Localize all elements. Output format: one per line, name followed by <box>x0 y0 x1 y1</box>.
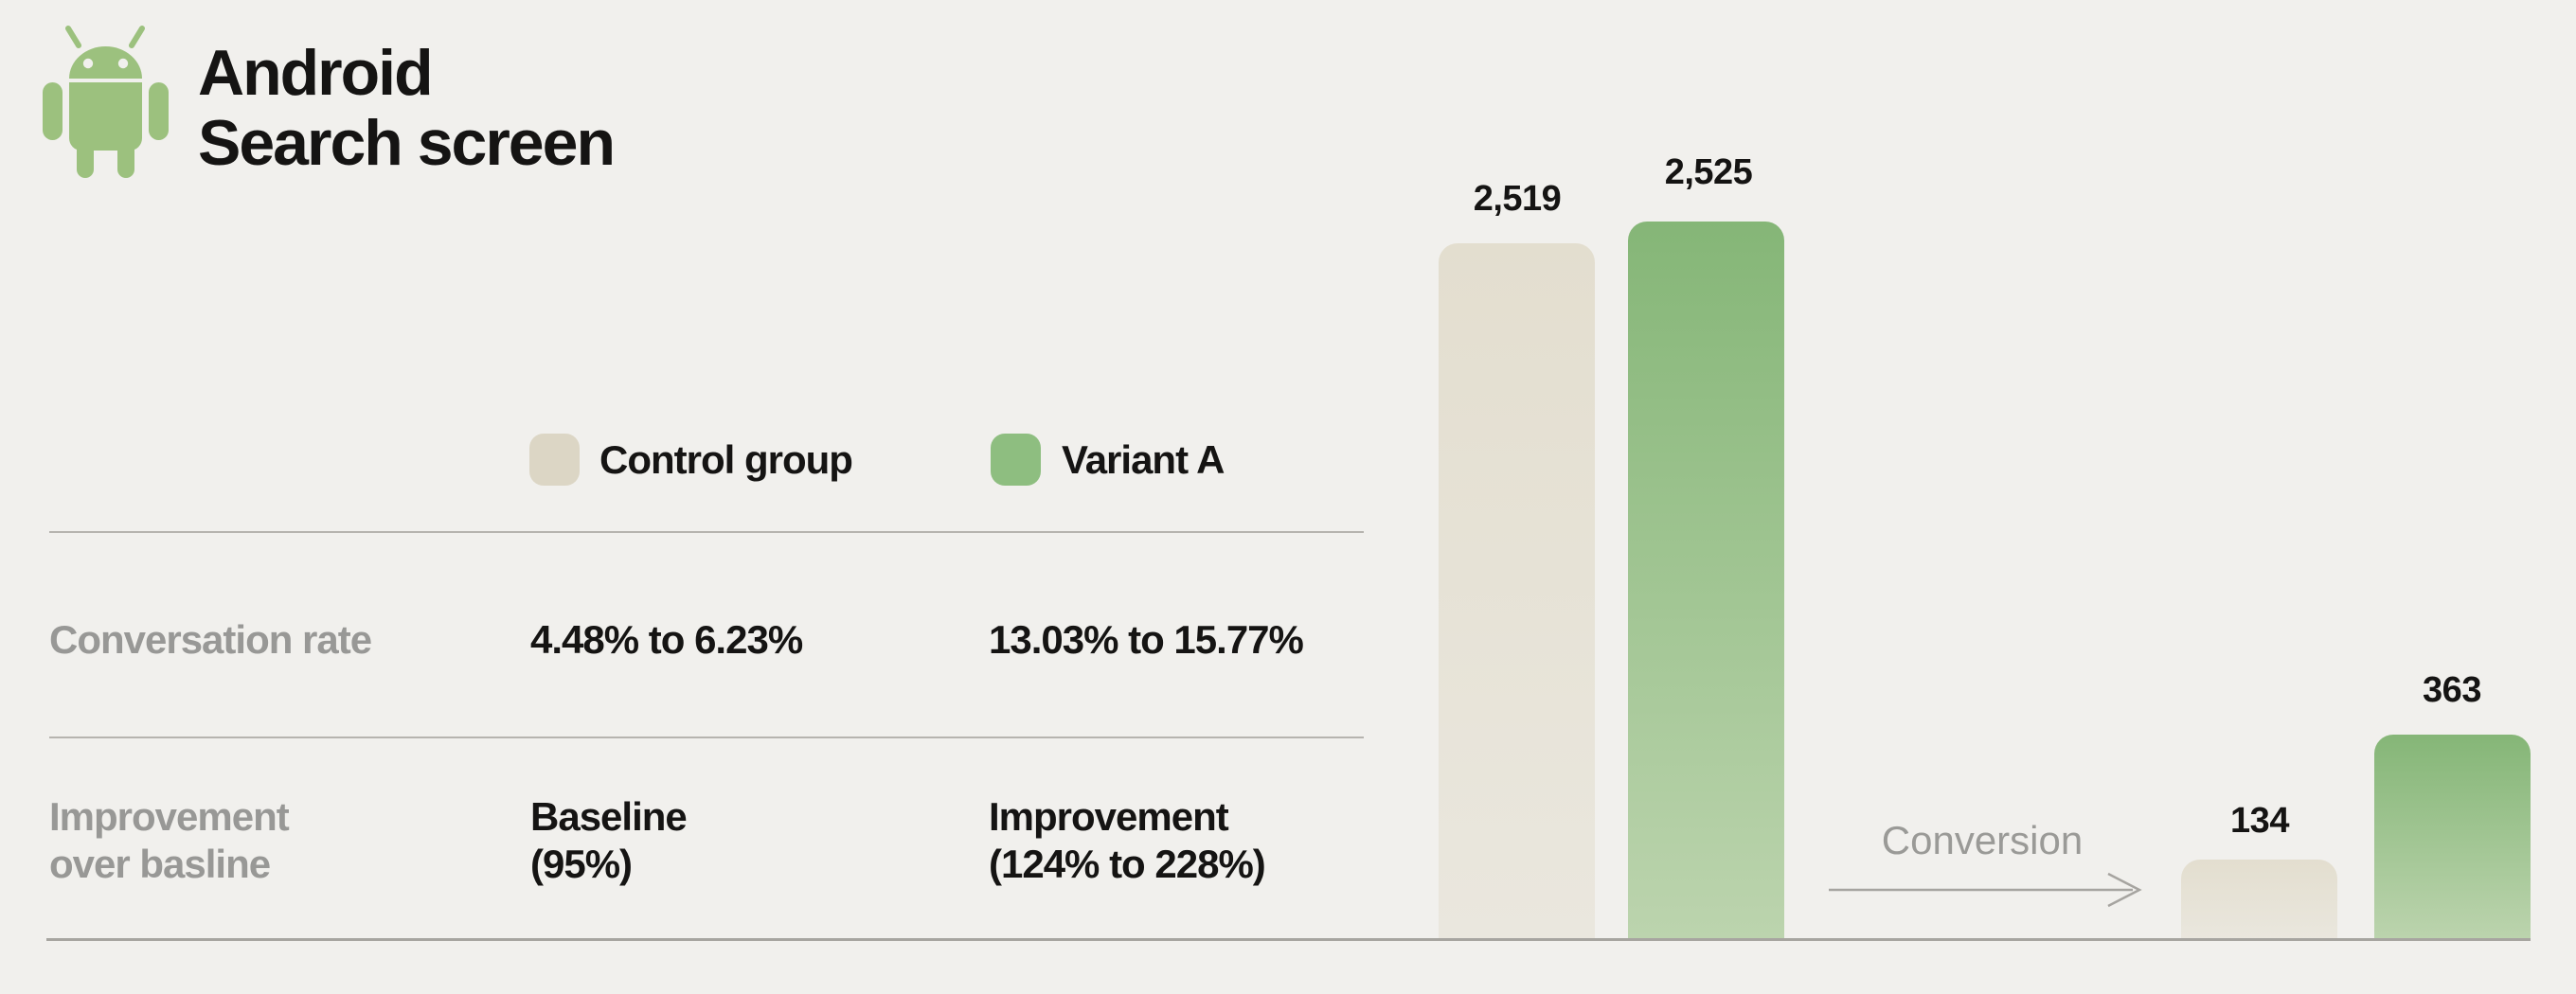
bar-control-total <box>1439 243 1595 941</box>
legend-label-variant: Variant A <box>1062 437 1225 482</box>
control-value: 4.48% to 6.23% <box>530 617 803 662</box>
bar-value-control-conversion: 134 <box>2230 801 2289 841</box>
bar-value-control-total: 2,519 <box>1473 179 1562 219</box>
row-label: Improvement over basline <box>49 794 290 886</box>
variant-value: Improvement (124% to 228%) <box>989 794 1266 886</box>
table-divider-middle <box>49 737 1364 738</box>
page-title-line1: Android <box>198 37 434 109</box>
legend-swatch-variant <box>991 434 1041 486</box>
bar-value-variant-total: 2,525 <box>1664 152 1753 192</box>
bar-control-conversion <box>2181 860 2337 941</box>
bar-value-variant-conversion: 363 <box>2423 670 2481 710</box>
legend-swatch-control <box>529 434 580 486</box>
page-title: Android Search screen <box>198 37 616 179</box>
page-title-line2: Search screen <box>198 107 616 179</box>
legend-label-control: Control group <box>599 437 853 482</box>
table-divider-top <box>49 531 1364 533</box>
variant-value: 13.03% to 15.77% <box>989 617 1304 662</box>
bar-variant-conversion <box>2374 735 2531 941</box>
bar-variant-total <box>1628 222 1784 941</box>
chart-baseline <box>46 938 2531 941</box>
android-robot-icon <box>43 26 169 178</box>
conversion-arrow-icon <box>1829 872 2142 908</box>
control-value: Baseline (95%) <box>530 794 688 886</box>
row-label: Conversation rate <box>49 617 372 662</box>
conversion-annotation: Conversion <box>1881 818 2084 862</box>
